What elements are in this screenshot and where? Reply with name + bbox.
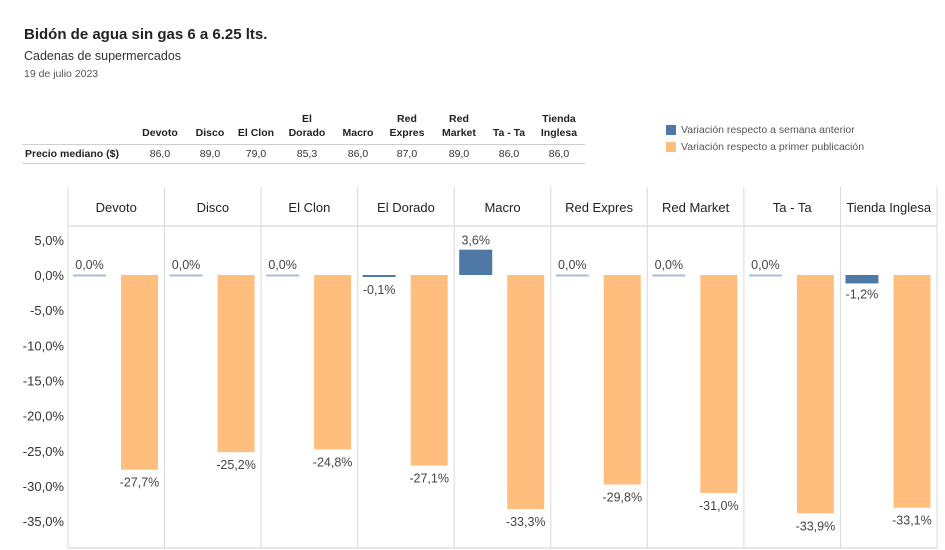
price-row-label: Precio mediano ($)	[22, 144, 133, 164]
y-tick-label: -5,0%	[30, 303, 64, 318]
y-tick-label: -30,0%	[23, 479, 65, 494]
bar-weekly	[459, 249, 493, 275]
bar-first	[603, 275, 641, 485]
bar-weekly-label: 0,0%	[75, 258, 104, 272]
price-col-header: Disco	[195, 127, 225, 139]
panel-header-label: Tienda Inglesa	[846, 200, 932, 215]
bar-weekly-label: -1,2%	[846, 287, 879, 301]
bar-first-label: -27,7%	[120, 476, 160, 490]
price-cell: 79,0	[232, 144, 279, 164]
price-cell: 89,0	[432, 144, 485, 164]
bar-first	[700, 275, 738, 493]
bar-first	[121, 275, 158, 470]
bar-first-label: -33,1%	[892, 514, 932, 528]
y-tick-label: -10,0%	[23, 338, 65, 353]
price-cell: 86,0	[132, 144, 187, 164]
legend: Variación respecto a semana anterior Var…	[666, 121, 864, 155]
bar-weekly	[845, 275, 879, 284]
bar-first-label: -33,9%	[796, 519, 836, 533]
panel-header-label: Devoto	[96, 200, 137, 215]
bar-weekly	[266, 274, 300, 277]
price-col-header: Macro	[342, 127, 374, 139]
bar-first	[893, 275, 931, 508]
bar-weekly	[73, 274, 106, 277]
price-table: Devoto Disco El Clon El Dorado Macro Red…	[22, 112, 585, 164]
y-tick-label: -20,0%	[23, 409, 65, 424]
bar-weekly	[362, 275, 396, 277]
price-col-header: Ta - Ta	[492, 127, 526, 139]
bar-first-label: -27,1%	[409, 472, 449, 486]
panel-header-label: Ta - Ta	[773, 200, 813, 215]
price-cell: 86,0	[484, 144, 533, 164]
bar-weekly	[555, 274, 589, 277]
price-col-header: Devoto	[142, 127, 178, 139]
bar-first	[507, 275, 545, 510]
price-col-header: Red Expres	[389, 113, 425, 139]
chart-title: Bidón de agua sin gas 6 a 6.25 lts.	[24, 26, 268, 43]
legend-item-first[interactable]: Variación respecto a primer publicación	[666, 138, 864, 155]
chart-date: 19 de julio 2023	[24, 68, 99, 80]
bar-first-label: -31,0%	[699, 499, 739, 513]
y-tick-label: 0,0%	[34, 268, 64, 283]
y-tick-label: 5,0%	[34, 233, 64, 248]
price-cell: 85,3	[278, 144, 335, 164]
bar-weekly-label: 0,0%	[751, 258, 780, 272]
y-tick-label: -15,0%	[23, 373, 65, 388]
bar-weekly	[748, 274, 782, 277]
bar-weekly-label: -0,1%	[363, 283, 396, 297]
panel-header-label: Macro	[484, 200, 520, 215]
y-tick-label: -25,0%	[23, 444, 65, 459]
price-cell: 86,0	[334, 144, 381, 164]
bar-first	[217, 275, 255, 453]
price-col-header: El Dorado	[288, 113, 326, 139]
bar-first-label: -24,8%	[313, 455, 353, 469]
price-col-header: El Clon	[237, 127, 275, 139]
chart-subtitle: Cadenas de supermercados	[24, 49, 182, 63]
panel-header-label: El Clon	[288, 200, 330, 215]
bar-weekly-label: 0,0%	[268, 258, 297, 272]
panel-header-label: Disco	[197, 200, 230, 215]
price-cell: 87,0	[380, 144, 433, 164]
price-table-value-row: Precio mediano ($) 86,0 89,0 79,0 85,3 8…	[22, 144, 585, 164]
panel-header-label: Red Expres	[565, 200, 633, 215]
price-cell: 86,0	[532, 144, 585, 164]
legend-label-first: Variación respecto a primer publicación	[681, 140, 865, 153]
panel-header-label: El Dorado	[377, 200, 435, 215]
bar-first	[796, 275, 834, 514]
bar-first-label: -33,3%	[506, 515, 546, 529]
bar-weekly-label: 0,0%	[655, 258, 684, 272]
price-table-header-row: Devoto Disco El Clon El Dorado Macro Red…	[22, 112, 585, 145]
legend-swatch-first	[666, 141, 676, 152]
bar-weekly-label: 0,0%	[558, 258, 587, 272]
bar-first-label: -29,8%	[602, 490, 642, 504]
bar-weekly-label: 3,6%	[461, 234, 490, 248]
price-cell: 89,0	[186, 144, 233, 164]
bar-first-label: -25,2%	[216, 458, 256, 472]
bar-weekly-label: 0,0%	[172, 258, 201, 272]
bar-first	[410, 275, 448, 466]
price-col-header: Red Market	[442, 113, 476, 139]
price-col-header: Tienda Inglesa	[540, 113, 578, 139]
y-tick-label: -35,0%	[23, 514, 65, 529]
bar-first	[314, 275, 352, 450]
legend-label-weekly: Variación respecto a semana anterior	[681, 123, 855, 136]
bar-weekly	[169, 274, 203, 277]
bar-weekly	[652, 274, 686, 277]
legend-item-weekly[interactable]: Variación respecto a semana anterior	[666, 121, 864, 138]
panel-header-label: Red Market	[662, 200, 730, 215]
legend-swatch-weekly	[666, 124, 676, 135]
